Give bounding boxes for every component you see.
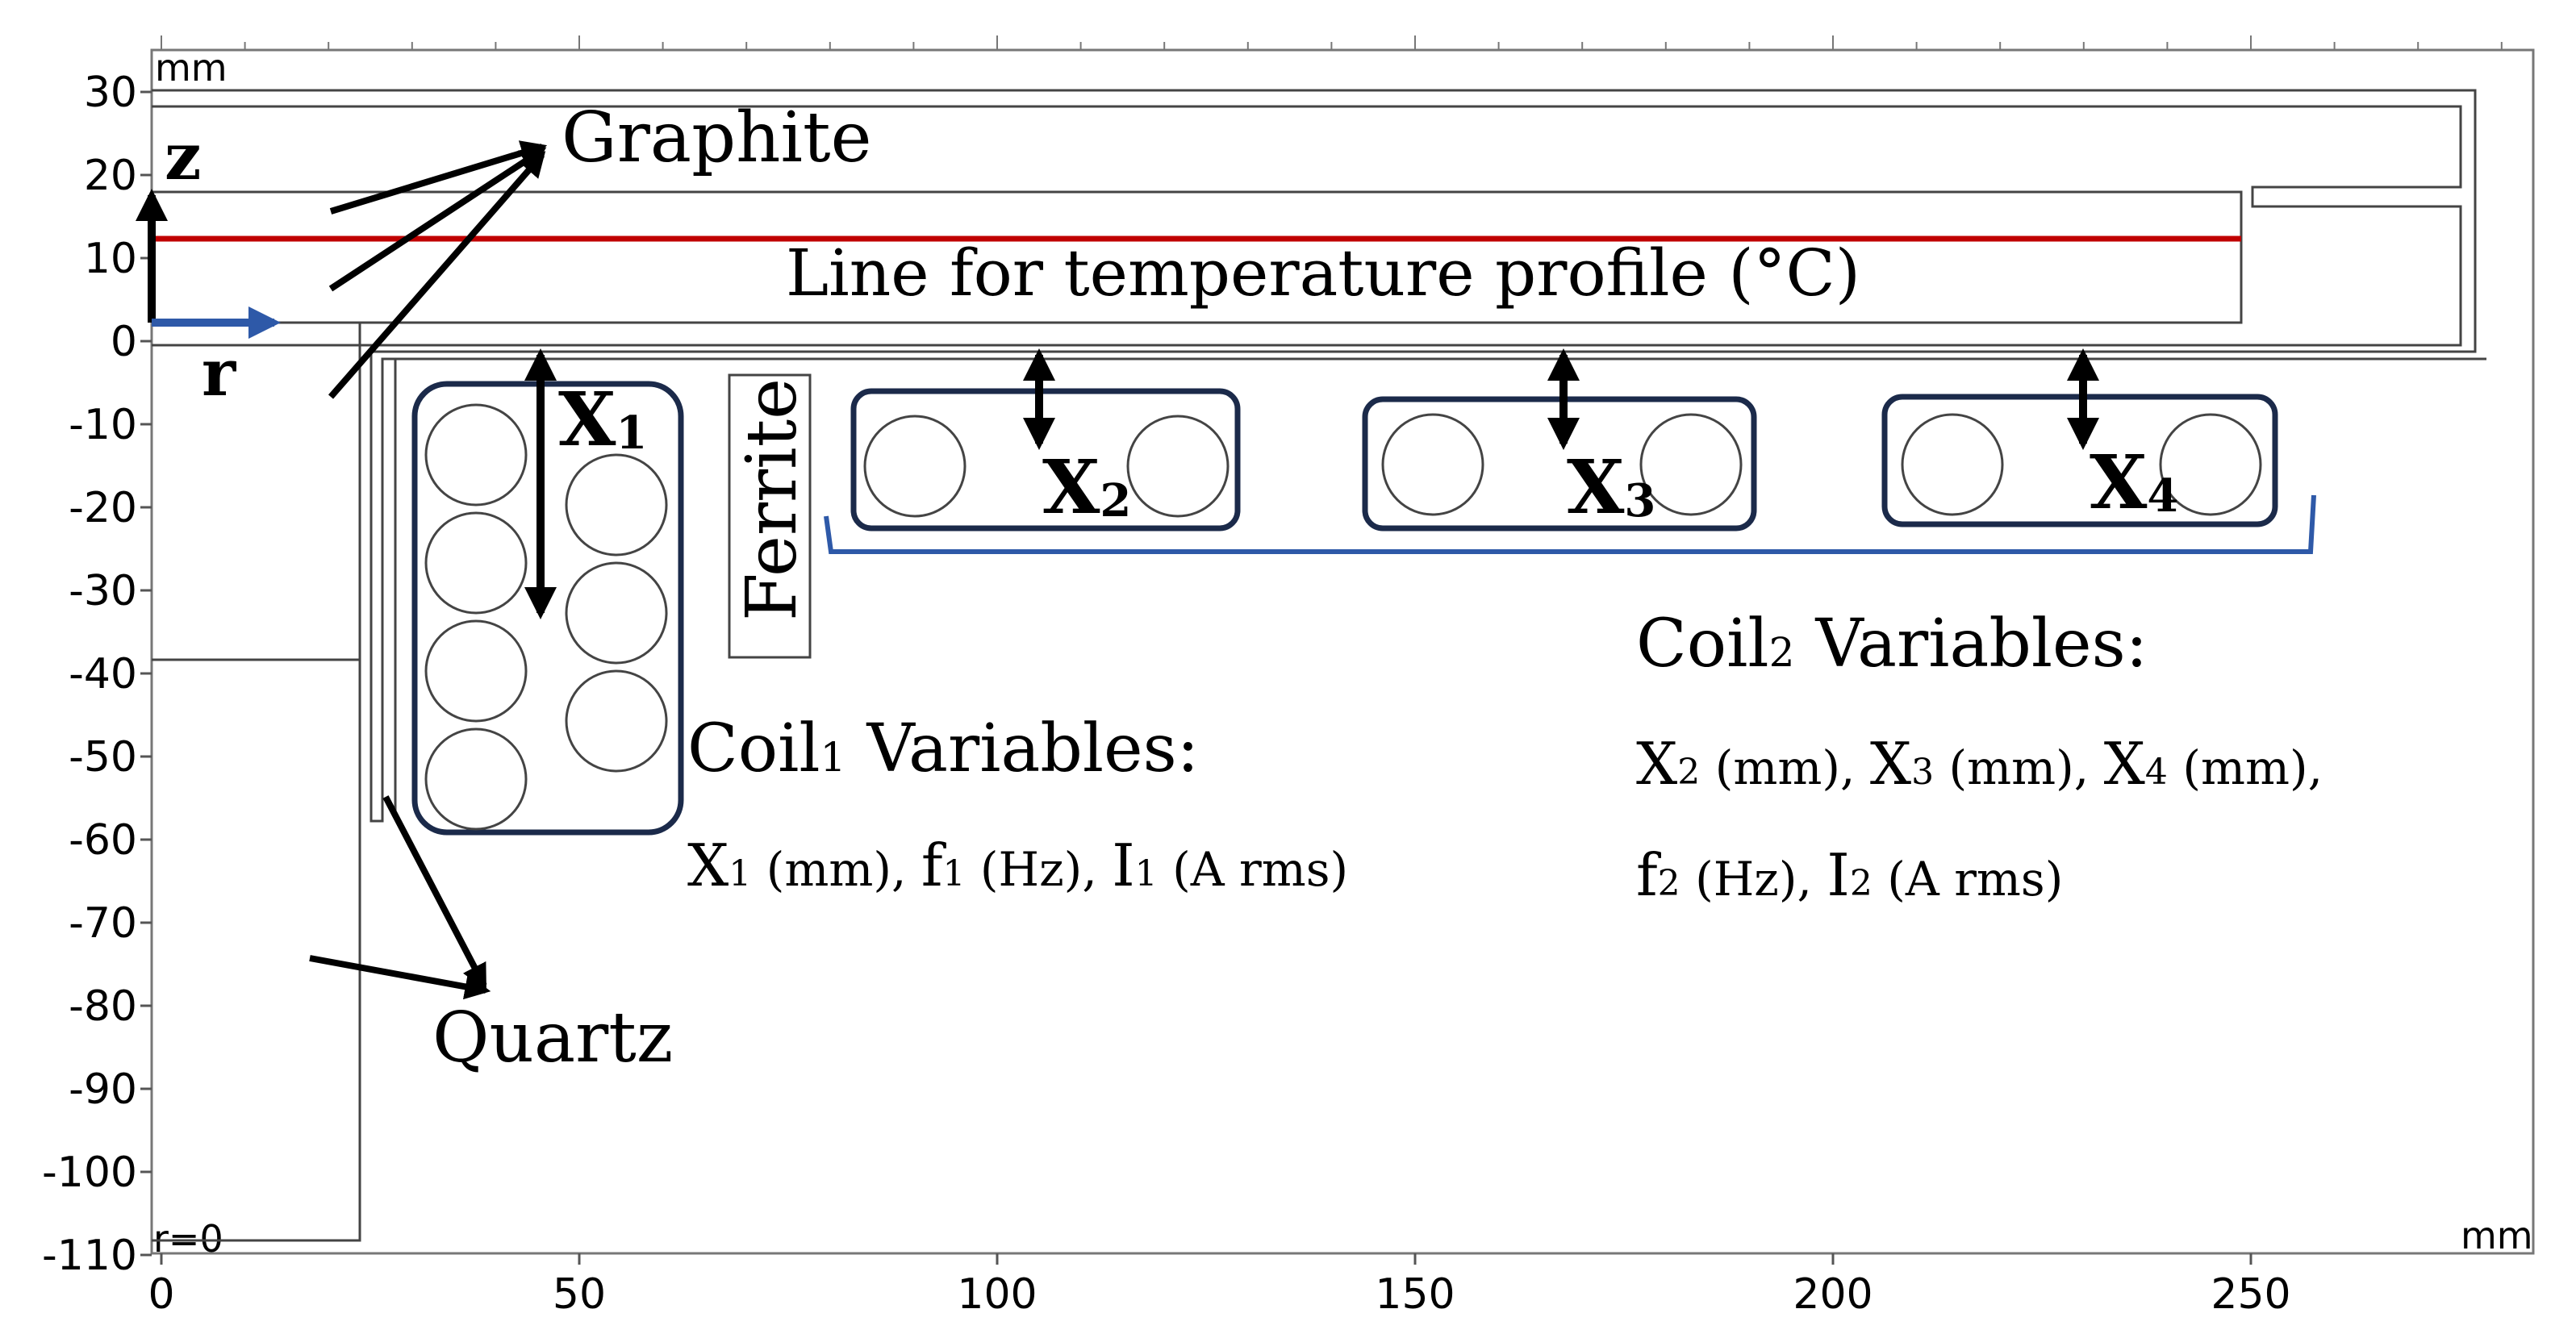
r-axis-label: r (202, 335, 236, 411)
y-tick-label: -90 (69, 1065, 137, 1114)
y-tick-label: -50 (69, 733, 137, 782)
y-tick-label: -10 (69, 401, 137, 449)
y-tick-label: -30 (69, 567, 137, 615)
coil-1-variables-title: Coil1 Variables: (687, 711, 1199, 787)
y-tick-label: -60 (69, 816, 137, 865)
ferrite-block (728, 373, 812, 659)
x4-label: X4 (2090, 439, 2178, 526)
y-tick-label: -20 (69, 484, 137, 532)
y-axis-ticks: 30 20 10 0 -10 -20 -30 -40 -50 -60 -70 -80 -90 -100 -1… (42, 69, 152, 1280)
origin-label: r=0 (153, 1217, 223, 1261)
graphite-pointer-arrows (328, 140, 548, 399)
y-tick-label: -80 (69, 982, 137, 1031)
y-tick-label: 20 (84, 152, 137, 200)
y-tick-label: 10 (84, 235, 137, 283)
coil-2-variables-line-1: X2 (mm), X3 (mm), X4 (mm), (1636, 730, 2323, 798)
quartz-geometry (152, 323, 397, 1242)
x3-label: X3 (1567, 444, 1655, 531)
quartz-label: Quartz (432, 998, 673, 1078)
temperature-profile-label: Line for temperature profile (°C) (786, 236, 1860, 311)
z-axis-label: z (165, 119, 201, 194)
coil-2-variables-title: Coil2 Variables: (1636, 606, 2148, 682)
x1-label: X1 (558, 376, 647, 463)
y-tick-label: -40 (69, 650, 137, 698)
x-tick-label: 50 (553, 1270, 606, 1319)
unit-label-top-left: mm (155, 46, 228, 90)
graphite-geometry (152, 89, 2486, 823)
y-tick-label: 0 (111, 318, 137, 366)
x-tick-label: 0 (148, 1270, 174, 1319)
x-tick-label: 150 (1375, 1270, 1455, 1319)
distance-arrows (524, 348, 2099, 619)
coil-2-variables-line-2: f2 (Hz), I2 (A rms) (1636, 841, 2063, 909)
x2-label: X2 (1042, 444, 1131, 531)
x-tick-label: 250 (2211, 1270, 2290, 1319)
unit-label-bottom-right: mm (2461, 1214, 2533, 1257)
y-tick-label: -100 (42, 1148, 137, 1197)
x-tick-label: 200 (1793, 1270, 1873, 1319)
x-tick-label: 100 (957, 1270, 1037, 1319)
graphite-label: Graphite (562, 98, 871, 178)
y-tick-label: 30 (84, 69, 137, 117)
quartz-pointer-arrows (309, 795, 491, 1000)
y-tick-label: -110 (42, 1232, 137, 1280)
coil-1-variables-list: X1 (mm), f1 (Hz), I1 (A rms) (687, 832, 1348, 899)
ferrite-label: Ferrite (732, 378, 812, 621)
coil-2-bracket (824, 494, 2316, 554)
x-axis-ticks: 0 50 100 150 200 250 (148, 35, 2503, 1319)
y-tick-label: -70 (69, 899, 137, 948)
plot-frame (150, 48, 2535, 1255)
